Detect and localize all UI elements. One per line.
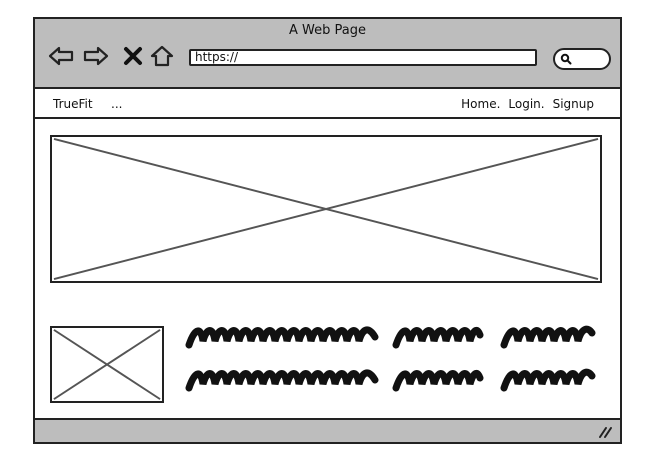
search-button[interactable] [553,48,611,70]
nav-link-home[interactable]: Home. [461,97,501,111]
resize-grip-icon[interactable] [598,425,614,439]
nav-links: Home. Login. Signup [461,97,594,111]
url-input[interactable]: https:// [189,49,537,66]
forward-arrow-icon[interactable] [83,45,109,67]
home-icon[interactable] [150,45,174,67]
hero-image-placeholder [50,135,602,283]
window-title: A Web Page [289,23,366,38]
browser-window: A Web Page https:// TrueFit ... Home. Lo… [33,17,622,444]
close-x-icon[interactable] [123,45,143,67]
text-scribble [500,323,596,349]
search-icon [560,53,572,65]
nav-ellipsis: ... [111,97,123,111]
status-bar [35,418,620,442]
site-navbar: TrueFit ... Home. Login. Signup [35,91,620,119]
back-arrow-icon[interactable] [48,45,74,67]
text-scribble [392,366,484,392]
text-scribble [392,323,484,349]
nav-link-login[interactable]: Login. [508,97,545,111]
thumbnail-image-placeholder [50,326,164,403]
site-brand[interactable]: TrueFit [53,97,93,111]
nav-link-signup[interactable]: Signup [552,97,594,111]
text-scribble [185,323,379,349]
browser-toolbar: A Web Page https:// [35,19,620,89]
text-scribble [185,366,379,392]
text-scribble [500,366,596,392]
